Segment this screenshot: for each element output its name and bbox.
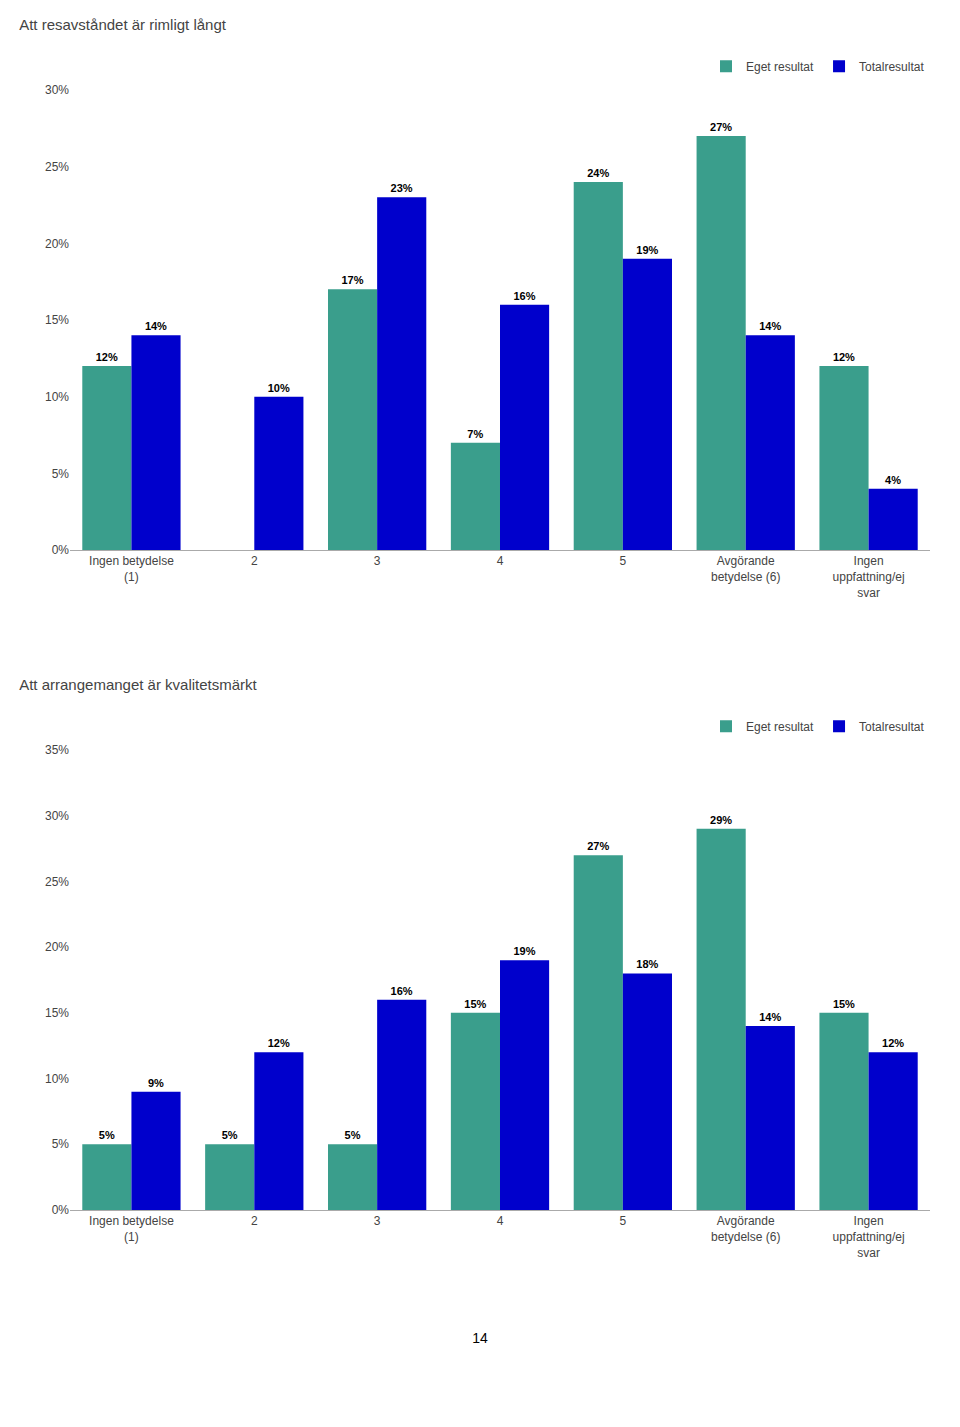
svg-text:3: 3 bbox=[374, 1214, 381, 1228]
svg-text:3: 3 bbox=[374, 554, 381, 568]
svg-text:12%: 12% bbox=[882, 1037, 904, 1049]
svg-text:5: 5 bbox=[620, 554, 627, 568]
svg-text:14%: 14% bbox=[759, 1011, 781, 1023]
svg-text:20%: 20% bbox=[45, 940, 69, 954]
svg-text:12%: 12% bbox=[96, 351, 118, 363]
svg-text:0%: 0% bbox=[52, 1203, 70, 1217]
svg-text:5: 5 bbox=[620, 1214, 627, 1228]
svg-text:18%: 18% bbox=[636, 958, 658, 970]
svg-text:Eget resultat: Eget resultat bbox=[746, 720, 814, 734]
svg-text:2: 2 bbox=[251, 554, 258, 568]
svg-text:17%: 17% bbox=[341, 274, 363, 286]
svg-text:30%: 30% bbox=[45, 809, 69, 823]
svg-text:27%: 27% bbox=[710, 121, 732, 133]
svg-text:15%: 15% bbox=[464, 998, 486, 1010]
svg-text:4: 4 bbox=[497, 554, 504, 568]
svg-text:23%: 23% bbox=[391, 182, 413, 194]
svg-text:10%: 10% bbox=[45, 1072, 69, 1086]
svg-text:27%: 27% bbox=[587, 840, 609, 852]
svg-text:Ingen betydelse(1): Ingen betydelse(1) bbox=[89, 1214, 174, 1244]
svg-text:Totalresultat: Totalresultat bbox=[859, 60, 924, 74]
svg-text:25%: 25% bbox=[45, 875, 69, 889]
svg-text:Ingenuppfattning/ejsvar: Ingenuppfattning/ejsvar bbox=[833, 554, 905, 599]
svg-text:35%: 35% bbox=[45, 743, 69, 757]
svg-text:4: 4 bbox=[497, 1214, 504, 1228]
svg-text:Att resavståndet är rimligt lå: Att resavståndet är rimligt långt bbox=[19, 16, 227, 33]
svg-text:5%: 5% bbox=[345, 1129, 361, 1141]
svg-text:Att arrangemanget är kvalitets: Att arrangemanget är kvalitetsmärkt bbox=[19, 676, 257, 693]
svg-text:2: 2 bbox=[251, 1214, 258, 1228]
svg-text:Ingen betydelse(1): Ingen betydelse(1) bbox=[89, 554, 174, 584]
svg-text:16%: 16% bbox=[391, 985, 413, 997]
svg-text:24%: 24% bbox=[587, 167, 609, 179]
svg-text:25%: 25% bbox=[45, 160, 69, 174]
svg-text:4%: 4% bbox=[885, 474, 901, 486]
svg-text:20%: 20% bbox=[45, 237, 69, 251]
svg-text:15%: 15% bbox=[45, 313, 69, 327]
svg-text:5%: 5% bbox=[52, 467, 70, 481]
svg-text:14%: 14% bbox=[759, 320, 781, 332]
svg-text:10%: 10% bbox=[45, 390, 69, 404]
svg-text:19%: 19% bbox=[513, 945, 535, 957]
svg-text:7%: 7% bbox=[467, 428, 483, 440]
svg-text:15%: 15% bbox=[833, 998, 855, 1010]
svg-text:29%: 29% bbox=[710, 814, 732, 826]
svg-text:15%: 15% bbox=[45, 1006, 69, 1020]
svg-text:30%: 30% bbox=[45, 83, 69, 97]
svg-text:Eget resultat: Eget resultat bbox=[746, 60, 814, 74]
svg-text:Ingenuppfattning/ejsvar: Ingenuppfattning/ejsvar bbox=[833, 1214, 905, 1259]
svg-text:12%: 12% bbox=[833, 351, 855, 363]
svg-text:10%: 10% bbox=[268, 382, 290, 394]
svg-text:5%: 5% bbox=[52, 1137, 70, 1151]
svg-text:16%: 16% bbox=[513, 290, 535, 302]
svg-text:19%: 19% bbox=[636, 244, 658, 256]
svg-text:Avgörandebetydelse (6): Avgörandebetydelse (6) bbox=[711, 554, 780, 584]
svg-text:5%: 5% bbox=[99, 1129, 115, 1141]
svg-text:Totalresultat: Totalresultat bbox=[859, 720, 924, 734]
svg-text:9%: 9% bbox=[148, 1077, 164, 1089]
svg-text:0%: 0% bbox=[52, 543, 70, 557]
svg-text:5%: 5% bbox=[222, 1129, 238, 1141]
html-text:14: 14 bbox=[472, 1330, 488, 1346]
svg-text:12%: 12% bbox=[268, 1037, 290, 1049]
svg-text:14%: 14% bbox=[145, 320, 167, 332]
svg-text:Avgörandebetydelse (6): Avgörandebetydelse (6) bbox=[711, 1214, 780, 1244]
